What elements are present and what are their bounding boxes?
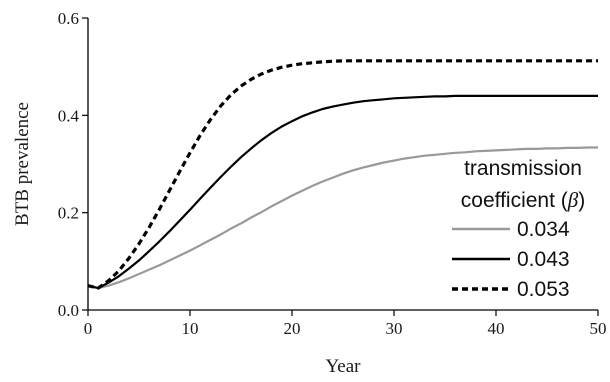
axes: 0.0 0.2 0.4 0.6 0 10 20 30 40 50 — [58, 9, 607, 338]
legend-label-0-043: 0.043 — [517, 248, 570, 271]
series-line-0-043 — [87, 94, 598, 290]
y-tick-label: 0.2 — [58, 204, 79, 223]
series-line-0-053 — [87, 59, 598, 290]
legend-items: 0.034 0.043 0.053 — [452, 218, 570, 301]
x-tick-label: 0 — [84, 319, 93, 338]
x-tick-label: 10 — [182, 319, 199, 338]
legend: transmission coefficient (β) 0.0340.0430… — [452, 157, 585, 301]
x-tick-label: 50 — [590, 319, 607, 338]
legend-title-line2: coefficient (β) — [461, 188, 585, 212]
x-ticks: 0 10 20 30 40 50 — [84, 310, 607, 338]
y-tick-label: 0.4 — [58, 106, 80, 125]
y-axis-label: BTB prevalence — [12, 102, 33, 226]
x-tick-label: 20 — [284, 319, 301, 338]
legend-title-line1: transmission — [464, 157, 582, 180]
legend-title-symbol: β — [567, 188, 579, 212]
legend-title-close: ) — [578, 189, 585, 212]
series-line-0-034 — [87, 146, 598, 290]
y-tick-label: 0.6 — [58, 9, 79, 28]
x-tick-label: 30 — [386, 319, 403, 338]
legend-label-0-034: 0.034 — [517, 218, 570, 241]
legend-title-prefix: coefficient ( — [461, 189, 568, 212]
series-layer — [87, 59, 598, 290]
x-tick-label: 40 — [488, 319, 505, 338]
legend-label-0-053: 0.053 — [517, 278, 570, 301]
y-ticks: 0.0 0.2 0.4 0.6 — [58, 9, 88, 320]
x-axis-label: Year — [325, 356, 361, 377]
y-tick-label: 0.0 — [58, 301, 79, 320]
